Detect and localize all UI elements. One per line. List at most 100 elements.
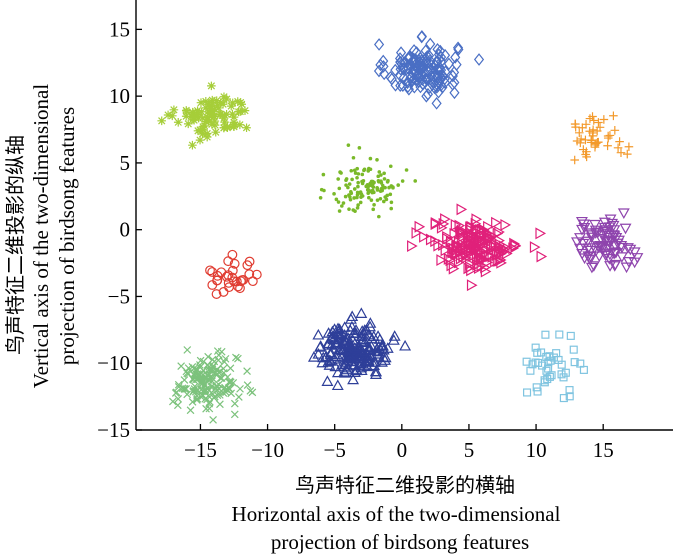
data-point [377, 170, 382, 174]
y-tick-label: 5 [120, 151, 131, 175]
data-point [236, 276, 246, 287]
data-point [331, 379, 344, 391]
data-point [360, 172, 365, 177]
data-point [204, 116, 214, 126]
data-point [358, 200, 363, 205]
data-point [581, 135, 590, 145]
data-point [474, 262, 485, 275]
data-point [216, 374, 225, 383]
data-point [355, 195, 359, 200]
data-point [494, 254, 506, 267]
y-axis-ticks: −15 −10 −5 0 5 10 15 [97, 17, 142, 442]
series-x [169, 346, 257, 424]
data-point [561, 368, 570, 377]
data-point [334, 343, 347, 355]
data-point [533, 387, 542, 396]
data-point [355, 307, 368, 318]
data-point [452, 240, 464, 253]
data-point [537, 348, 546, 357]
data-point [541, 330, 550, 339]
data-point [450, 219, 462, 231]
data-point [472, 258, 483, 271]
data-point [371, 207, 376, 212]
data-point [585, 228, 598, 240]
y-axis-title-en-line2: projection of birdsong features [55, 107, 79, 365]
data-point [390, 63, 401, 77]
data-point [188, 113, 198, 122]
data-point [576, 248, 589, 260]
data-point [352, 187, 357, 191]
data-point [610, 126, 620, 135]
data-point [469, 241, 481, 254]
data-point [576, 359, 585, 368]
data-point [466, 227, 478, 240]
data-point [319, 187, 324, 192]
data-point [565, 392, 574, 401]
data-point [404, 168, 409, 172]
data-point [215, 109, 225, 119]
data-point [509, 237, 520, 250]
data-point [603, 249, 616, 261]
data-point [341, 201, 346, 205]
data-point [570, 155, 580, 165]
data-point [619, 223, 632, 235]
data-point [368, 167, 373, 172]
data-point [207, 81, 216, 91]
data-point [408, 52, 420, 66]
data-point [497, 242, 509, 255]
data-point [207, 103, 216, 113]
data-point [195, 135, 205, 145]
data-point [522, 357, 531, 366]
data-point [380, 183, 385, 188]
data-point [589, 116, 599, 125]
data-point [192, 396, 201, 404]
data-point [229, 122, 239, 132]
data-point [414, 220, 426, 233]
data-point [236, 384, 244, 393]
data-point [385, 180, 390, 184]
data-point [450, 51, 461, 64]
y-tick-label: −10 [97, 351, 130, 375]
data-point [346, 185, 350, 190]
data-point [215, 391, 224, 399]
data-point [334, 197, 339, 202]
data-point [222, 388, 230, 397]
data-point [235, 283, 245, 294]
data-point [594, 234, 607, 245]
data-point [360, 179, 364, 184]
data-point [430, 235, 441, 248]
data-point [376, 339, 389, 351]
data-point [451, 247, 463, 260]
data-point [531, 343, 540, 352]
data-point [180, 376, 189, 384]
data-point [565, 386, 574, 395]
data-point [356, 184, 360, 189]
data-point [174, 383, 183, 391]
data-point [219, 364, 228, 373]
data-point [446, 259, 458, 272]
data-point [425, 73, 436, 87]
data-point [371, 180, 376, 185]
data-point [569, 345, 578, 354]
data-point [361, 352, 374, 363]
data-point [337, 186, 342, 191]
data-point [624, 244, 637, 256]
data-point [229, 112, 239, 122]
data-point [351, 155, 356, 160]
data-point [540, 376, 549, 385]
data-point [368, 183, 373, 187]
data-point [479, 243, 490, 256]
x-tick-label: −15 [184, 438, 217, 462]
data-point [233, 281, 243, 292]
series-square [522, 330, 588, 403]
data-point [232, 353, 240, 362]
data-point [202, 404, 210, 413]
data-point [331, 366, 344, 378]
y-tick-label: 10 [109, 84, 130, 108]
data-point [218, 99, 228, 109]
y-axis-title-en-line1: Vertical axis of the two-dimensional [29, 84, 53, 389]
data-point [216, 267, 227, 278]
data-point [382, 171, 386, 176]
data-point [201, 385, 210, 394]
